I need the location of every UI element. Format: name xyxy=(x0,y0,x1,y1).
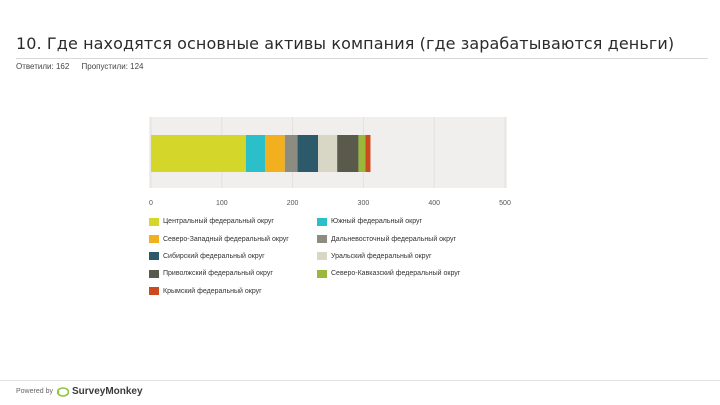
powered-by-label: Powered by xyxy=(16,388,53,395)
footer: Powered by SurveyMonkey xyxy=(16,386,143,397)
x-tick-label: 200 xyxy=(287,200,299,207)
legend-swatch xyxy=(149,252,159,261)
x-tick-label: 300 xyxy=(358,200,370,207)
legend-label: Южный федеральный округ xyxy=(331,218,423,226)
legend-swatch xyxy=(317,269,327,278)
x-tick-label: 0 xyxy=(149,200,153,207)
legend-row: Сибирский федеральный округ Уральский фед… xyxy=(149,248,509,265)
legend-item: Приволжский федеральный округ xyxy=(149,269,317,278)
legend-swatch xyxy=(317,217,327,226)
answered-count: Ответили: 162 xyxy=(16,62,70,71)
legend-item: Крымский федеральный округ xyxy=(149,287,317,296)
legend-label: Приволжский федеральный округ xyxy=(163,270,273,278)
response-stats: Ответили: 162 Пропустили: 124 xyxy=(16,62,153,71)
bar-segment xyxy=(358,135,366,172)
legend-item: Сибирский федеральный округ xyxy=(149,252,317,261)
bar-segment xyxy=(264,135,285,172)
legend-swatch xyxy=(317,252,327,261)
surveymonkey-brand[interactable]: SurveyMonkey xyxy=(71,386,143,397)
bar-segment xyxy=(365,135,371,172)
legend-label: Сибирский федеральный округ xyxy=(163,252,265,260)
legend-label: Дальневосточный федеральный округ xyxy=(331,235,456,243)
legend-item: Уральский федеральный округ xyxy=(317,252,432,261)
bar-segment xyxy=(318,135,338,172)
x-tick-label: 500 xyxy=(499,200,511,207)
bar-segment xyxy=(151,135,246,172)
skipped-count: Пропустили: 124 xyxy=(81,62,144,71)
legend-row: Центральный федеральный округ Южный федер… xyxy=(149,213,509,230)
legend-item: Дальневосточный федеральный округ xyxy=(317,235,456,244)
bar-segment xyxy=(337,135,359,172)
legend-item: Южный федеральный округ xyxy=(317,217,423,226)
x-tick-label: 400 xyxy=(428,200,440,207)
legend-row: Крымский федеральный округ xyxy=(149,283,509,300)
legend-swatch xyxy=(149,287,159,296)
legend-row: Приволжский федеральный округ Северо-Кавк… xyxy=(149,265,509,282)
bar-segment xyxy=(245,135,265,172)
legend-row: Северо-Западный федеральный округ Дальнев… xyxy=(149,230,509,247)
legend-swatch xyxy=(149,269,159,278)
legend-swatch xyxy=(149,217,159,226)
bar-segment xyxy=(284,135,298,172)
chart-legend: Центральный федеральный округ Южный федер… xyxy=(149,213,509,300)
legend-label: Крымский федеральный округ xyxy=(163,287,262,295)
legend-swatch xyxy=(149,235,159,244)
surveymonkey-logo-icon xyxy=(56,386,69,397)
legend-label: Северо-Западный федеральный округ xyxy=(163,235,289,243)
title-divider xyxy=(16,58,708,59)
footer-divider xyxy=(0,380,720,381)
legend-item: Северо-Кавказский федеральный округ xyxy=(317,269,461,278)
bar-segment xyxy=(297,135,319,172)
legend-label: Северо-Кавказский федеральный округ xyxy=(331,270,461,278)
question-title: 10. Где находятся основные активы компан… xyxy=(16,34,675,53)
legend-label: Центральный федеральный округ xyxy=(163,218,274,226)
legend-item: Северо-Западный федеральный округ xyxy=(149,235,317,244)
legend-swatch xyxy=(317,235,327,244)
legend-item: Центральный федеральный округ xyxy=(149,217,317,226)
x-tick-label: 100 xyxy=(216,200,228,207)
legend-label: Уральский федеральный округ xyxy=(331,252,432,260)
